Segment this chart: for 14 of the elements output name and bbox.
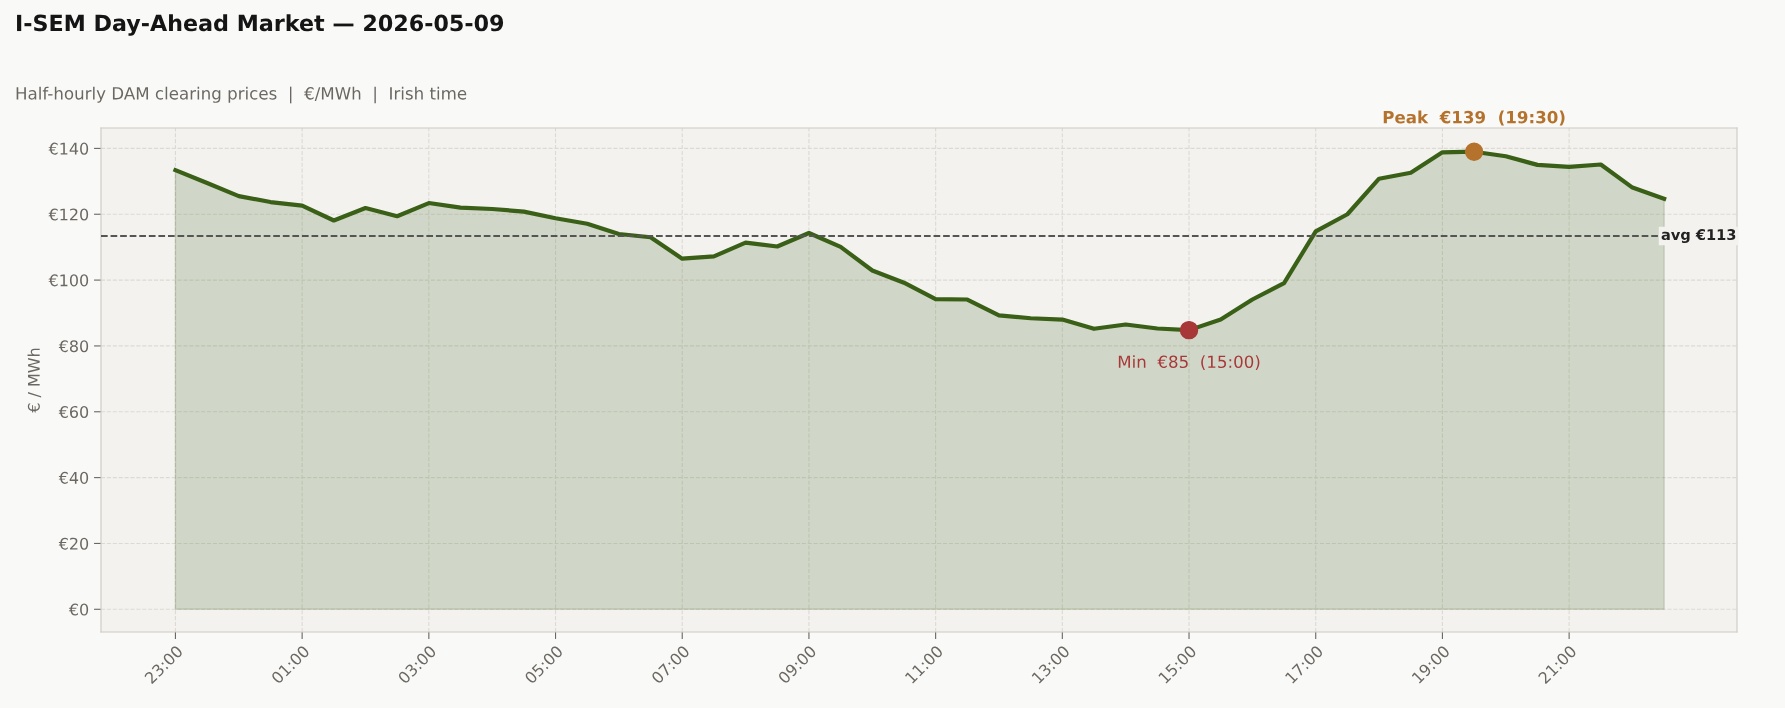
y-tick-label: €80 bbox=[58, 340, 89, 353]
text: Peak €139 (19:30) bbox=[1383, 110, 1565, 126]
ref-line-label: avg €113 bbox=[1661, 229, 1736, 244]
chart-title: I-SEM Day-Ahead Market — 2026-05-09 bbox=[17, 14, 504, 36]
y-tick-label: €120 bbox=[48, 208, 89, 221]
chart-subtitle: Half-hourly DAM clearing prices | €/MWh | Irish time bbox=[16, 86, 467, 104]
y-tick-label: €100 bbox=[48, 274, 89, 287]
y-tick-label: €60 bbox=[58, 405, 89, 419]
y-tick-label: €140 bbox=[48, 142, 89, 155]
y-axis-title: € / MWh bbox=[27, 348, 42, 413]
y-tick-label: €0 bbox=[68, 603, 89, 616]
y-tick-label: €20 bbox=[58, 537, 89, 550]
y-tick-label: €40 bbox=[58, 471, 89, 484]
annotation: Min €85 (15:00) bbox=[1118, 355, 1260, 370]
